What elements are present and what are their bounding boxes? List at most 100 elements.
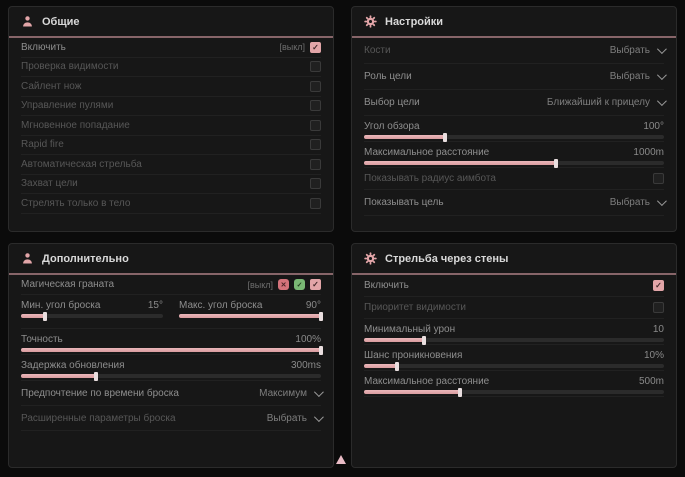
row-label: Точность — [21, 333, 63, 345]
toggle-row-silent-knife[interactable]: Сайлент нож — [21, 77, 321, 97]
dropdown-value: Выбрать — [609, 45, 650, 56]
panel-settings-rows: Кости Выбрать Роль цели Выбрать Выбор це… — [352, 38, 676, 231]
checkbox[interactable] — [310, 178, 321, 190]
person-icon — [23, 253, 32, 264]
select-row-show-target: Показывать цель Выбрать — [364, 190, 667, 216]
row-label: Приоритет видимости — [364, 302, 467, 313]
toggle-row-rapid-fire[interactable]: Rapid fire — [21, 136, 321, 155]
checkbox[interactable] — [653, 173, 664, 184]
gear-icon — [364, 15, 377, 28]
row-label: Кости — [364, 45, 391, 56]
slider-handle[interactable] — [395, 361, 399, 371]
slider-value: 1000m — [633, 146, 664, 158]
penetration-chance-slider[interactable] — [364, 361, 664, 371]
select-row-advanced-throw-params: Расширенные параметры броска Выбрать — [21, 406, 324, 431]
panel-additional-rows: Магическая граната [выкл] ✕ ✓ Мин. угол … — [9, 275, 333, 467]
toggle-row-magic-grenade[interactable]: Магическая граната [выкл] ✕ ✓ — [21, 275, 321, 295]
slider-handle[interactable] — [422, 335, 426, 345]
row-label: Выбор цели — [364, 97, 420, 108]
slider-handle[interactable] — [94, 371, 98, 381]
target-role-dropdown[interactable]: Выбрать — [609, 70, 667, 82]
throw-time-dropdown[interactable]: Максимум — [259, 386, 324, 399]
toggle-row-enable-wallshoot[interactable]: Включить — [364, 275, 664, 297]
chevron-down-icon — [656, 70, 667, 81]
toggle-row-visibility-priority[interactable]: Приоритет видимости — [364, 297, 664, 319]
panel-title: Дополнительно — [42, 252, 129, 265]
checkbox[interactable] — [310, 279, 321, 290]
min-throw-angle-slider[interactable] — [21, 311, 163, 321]
toggle-row-target-lock[interactable]: Захват цели — [21, 175, 321, 194]
slider-handle[interactable] — [43, 311, 48, 321]
cursor-triangle — [336, 455, 346, 464]
checkbox[interactable] — [310, 119, 321, 131]
red-grenade-icon[interactable]: ✕ — [278, 279, 289, 290]
row-label: Показывать радиус аимбота — [364, 173, 496, 184]
green-grenade-icon[interactable]: ✓ — [294, 279, 305, 290]
angle-slider-pair: Мин. угол броска 15° Макс. угол броска 9… — [21, 295, 323, 329]
show-target-dropdown[interactable]: Выбрать — [610, 196, 667, 208]
slider-row-max-distance-wall: Максимальное расстояние 500m — [364, 371, 664, 397]
slider-value: 500m — [638, 375, 664, 387]
panel-general: Общие Включить [выкл] Проверка видимости… — [8, 6, 334, 232]
slider-handle[interactable] — [443, 132, 447, 142]
max-distance-wall-slider[interactable] — [364, 387, 664, 397]
dropdown-value: Выбрать — [609, 71, 650, 82]
toggle-row-body-only[interactable]: Стрелять только в тело — [21, 194, 321, 214]
accuracy-slider[interactable] — [21, 345, 323, 355]
row-label: Предпочтение по времени броска — [21, 387, 179, 399]
row-label: Угол обзора — [364, 120, 420, 132]
panel-additional-header: Дополнительно — [9, 244, 333, 275]
slider-handle[interactable] — [554, 158, 558, 168]
slider-value: 15° — [147, 299, 163, 311]
row-label: Магическая граната — [21, 279, 115, 290]
fov-slider[interactable] — [364, 132, 664, 142]
chevron-down-icon — [313, 386, 324, 397]
toggle-row-instant-hit[interactable]: Мгновенное попадание — [21, 116, 321, 136]
slider-row-max-distance: Максимальное расстояние 1000m — [364, 142, 664, 168]
toggle-row-visibility-check[interactable]: Проверка видимости — [21, 58, 321, 77]
toggle-row-auto-fire[interactable]: Автоматическая стрельба — [21, 155, 321, 175]
slider-row-accuracy: Точность 100% — [21, 329, 323, 355]
target-choice-dropdown[interactable]: Ближайший к прицелу — [546, 96, 667, 108]
slider-handle[interactable] — [319, 311, 323, 321]
toggle-row-enable[interactable]: Включить [выкл] — [21, 38, 321, 58]
update-delay-slider[interactable] — [21, 371, 321, 381]
slider-handle[interactable] — [319, 345, 323, 355]
slider-value: 100° — [643, 120, 664, 132]
row-label: Сайлент нож — [21, 80, 82, 92]
panel-title: Общие — [42, 15, 80, 28]
slider-value: 300ms — [290, 359, 321, 371]
toggle-row-bullet-control[interactable]: Управление пулями — [21, 97, 321, 116]
row-label: Задержка обновления — [21, 359, 125, 371]
row-label: Управление пулями — [21, 100, 114, 112]
checkbox[interactable] — [310, 139, 321, 151]
dropdown-value: Ближайший к прицелу — [546, 97, 650, 108]
max-distance-slider[interactable] — [364, 158, 664, 168]
keybind-state-label: [выкл] — [279, 42, 305, 53]
row-label: Максимальное расстояние — [364, 375, 490, 387]
checkbox[interactable] — [310, 61, 321, 73]
checkbox[interactable] — [653, 280, 664, 291]
checkbox[interactable] — [310, 100, 321, 112]
row-label: Включить — [364, 280, 409, 291]
row-label: Автоматическая стрельба — [21, 158, 142, 170]
checkbox[interactable] — [310, 158, 321, 170]
checkbox[interactable] — [310, 197, 321, 209]
max-throw-angle-slider[interactable] — [179, 311, 323, 321]
row-label: Шанс проникновения — [364, 349, 463, 361]
checkbox[interactable] — [310, 41, 321, 53]
bones-dropdown[interactable]: Выбрать — [609, 44, 667, 56]
advanced-throw-dropdown[interactable]: Выбрать — [267, 411, 324, 424]
slider-row-update-delay: Задержка обновления 300ms — [21, 355, 321, 381]
slider-row-min-throw-angle: Мин. угол броска 15° — [21, 295, 163, 328]
slider-handle[interactable] — [458, 387, 462, 397]
chevron-down-icon — [656, 196, 667, 207]
checkbox[interactable] — [310, 80, 321, 92]
keybind-state-label: [выкл] — [247, 279, 273, 290]
checkbox[interactable] — [653, 302, 664, 313]
min-damage-slider[interactable] — [364, 335, 664, 345]
panel-title: Стрельба через стены — [385, 252, 509, 265]
toggle-row-show-aimbot-radius[interactable]: Показывать радиус аимбота — [364, 168, 664, 190]
chevron-down-icon — [313, 411, 324, 422]
